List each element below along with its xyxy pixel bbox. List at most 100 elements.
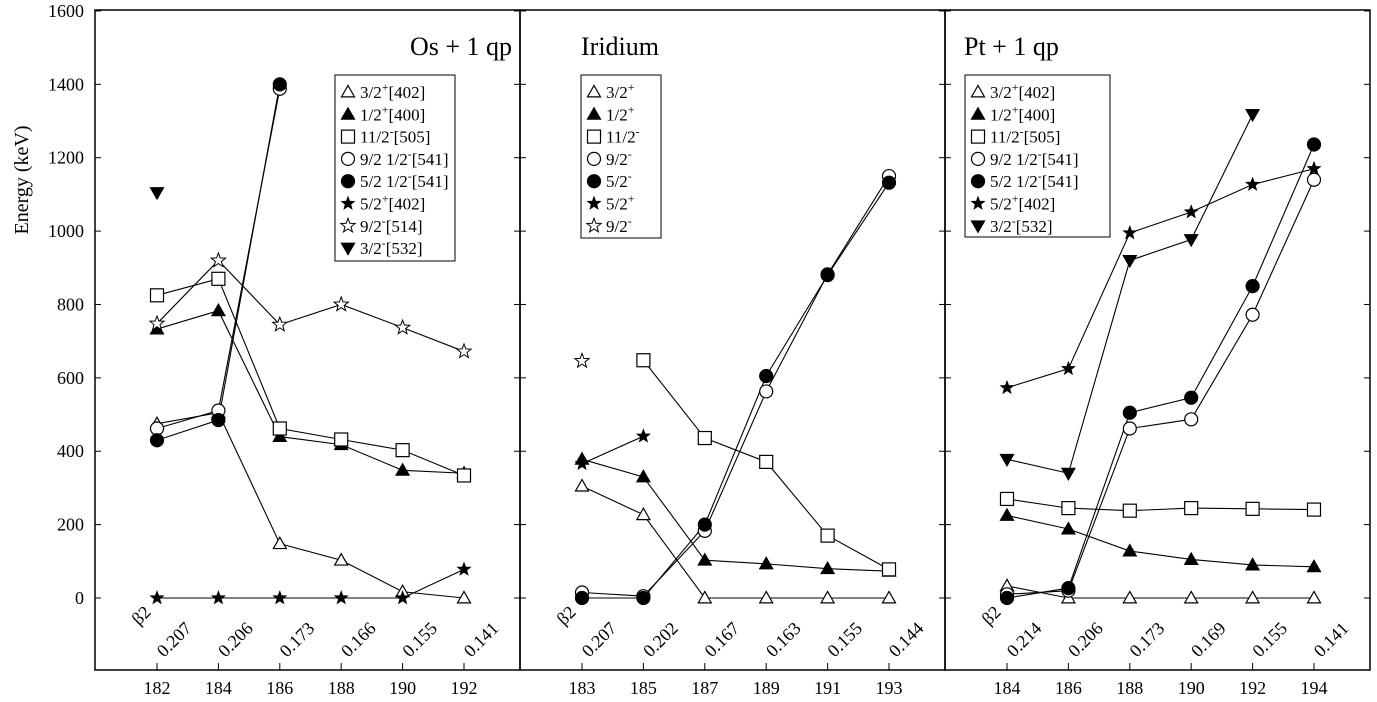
series-line (156, 310, 465, 474)
data-point (455, 342, 473, 359)
data-point (456, 561, 472, 576)
y-tick-label: 1400 (48, 74, 84, 94)
data-point (1122, 590, 1138, 604)
data-point (999, 491, 1015, 507)
panel-1: 182 0.207 184 0.206 186 0.173 188 0.166 190 0.155… (128, 10, 520, 698)
legend-marker (586, 84, 602, 98)
data-point (697, 517, 712, 532)
legend-marker (970, 220, 986, 234)
legend-label: 3/2+[402] (990, 80, 1055, 102)
panel-3: 184 0.214 186 0.206 188 0.173 190 0.169 192 0.155… (945, 10, 1353, 698)
legend-label: 1/2+ (606, 102, 635, 124)
series-line (581, 435, 644, 465)
beta2-label: 0.141 (1310, 618, 1353, 661)
beta2-label: 0.166 (337, 618, 380, 661)
x-tick-label: 191 (814, 678, 841, 698)
data-point (334, 432, 349, 447)
data-point (210, 590, 226, 605)
x-tick-label: 192 (1239, 678, 1266, 698)
data-point (1060, 360, 1076, 376)
data-point (759, 384, 774, 399)
y-tick-label: 1600 (48, 1, 84, 21)
data-point (1122, 421, 1137, 436)
x-tick-label: 186 (266, 678, 293, 698)
legend-label: 9/2- (606, 147, 632, 169)
beta2-label: 0.169 (1187, 618, 1230, 661)
legend-marker (340, 129, 356, 144)
beta2-label: 0.173 (275, 618, 318, 661)
beta2-label: 0.173 (1125, 618, 1168, 661)
legend-marker (340, 151, 356, 166)
data-point (1245, 279, 1260, 294)
x-tick-label: 185 (630, 678, 657, 698)
legend-marker (586, 151, 602, 166)
data-point (999, 507, 1015, 521)
legend-label: 5/2+[402] (990, 192, 1055, 214)
beta2-label: 0.207 (578, 618, 621, 661)
data-point (1245, 307, 1260, 322)
legend-label: 11/2- (606, 125, 640, 147)
beta2-label: 0.214 (1003, 618, 1046, 661)
legend-marker (339, 216, 357, 234)
legend-marker (586, 129, 602, 144)
series-line (1006, 585, 1314, 599)
data-point (333, 552, 349, 566)
y-tick-label: 1000 (48, 221, 84, 241)
y-tick-label: 600 (57, 368, 84, 388)
data-point (820, 590, 836, 604)
x-tick-label: 182 (144, 678, 171, 698)
legend-label: 9/2 1/2-[541] (360, 147, 449, 169)
legend-label: 1/2+[400] (360, 102, 425, 124)
data-point (1306, 590, 1322, 604)
data-point (1122, 254, 1138, 269)
data-point (573, 352, 591, 369)
legend-marker (340, 84, 356, 98)
beta2-label: 0.206 (214, 618, 257, 661)
legend-label: 3/2-[532] (360, 236, 423, 258)
data-point (1061, 501, 1076, 516)
legend-label: 5/2+[402] (360, 192, 425, 214)
data-point (1306, 559, 1322, 573)
data-point (395, 443, 410, 458)
legend-label: 3/2+ (606, 80, 635, 102)
data-point (1245, 557, 1261, 571)
data-point (149, 421, 165, 436)
legend-label: 9/2 1/2-[541] (990, 147, 1079, 169)
legend-marker (586, 195, 602, 210)
series-line (1006, 168, 1315, 389)
data-point (1306, 160, 1322, 176)
data-point (1184, 412, 1199, 427)
y-tick-label: 200 (57, 515, 84, 535)
data-point (758, 556, 774, 570)
legend-marker (970, 106, 986, 120)
data-point (999, 379, 1015, 395)
data-point (272, 77, 287, 92)
y-tick-label: 1200 (48, 148, 84, 168)
beta2-axis-label: β2 (128, 602, 155, 629)
data-point (820, 560, 836, 575)
data-point (272, 535, 288, 550)
panel-frame (94, 9, 521, 671)
series-line (1006, 179, 1315, 595)
data-point (999, 590, 1015, 606)
panel-frame (944, 9, 1371, 671)
data-point (394, 318, 412, 335)
series-line (581, 175, 890, 597)
series-line (157, 568, 465, 599)
data-point (149, 288, 165, 303)
series-line (581, 485, 889, 599)
x-tick-label: 190 (1178, 678, 1205, 698)
legend-label: 1/2+[400] (990, 102, 1055, 124)
data-point (574, 455, 590, 471)
data-point (999, 453, 1015, 468)
legend-marker (586, 174, 602, 189)
data-point (1306, 502, 1322, 517)
x-tick-label: 184 (994, 678, 1021, 698)
legend-marker (340, 106, 356, 120)
x-tick-label: 189 (753, 678, 780, 698)
data-point (1306, 137, 1322, 152)
beta2-label: 0.207 (153, 618, 196, 661)
data-point (758, 590, 774, 604)
data-point (211, 412, 226, 428)
